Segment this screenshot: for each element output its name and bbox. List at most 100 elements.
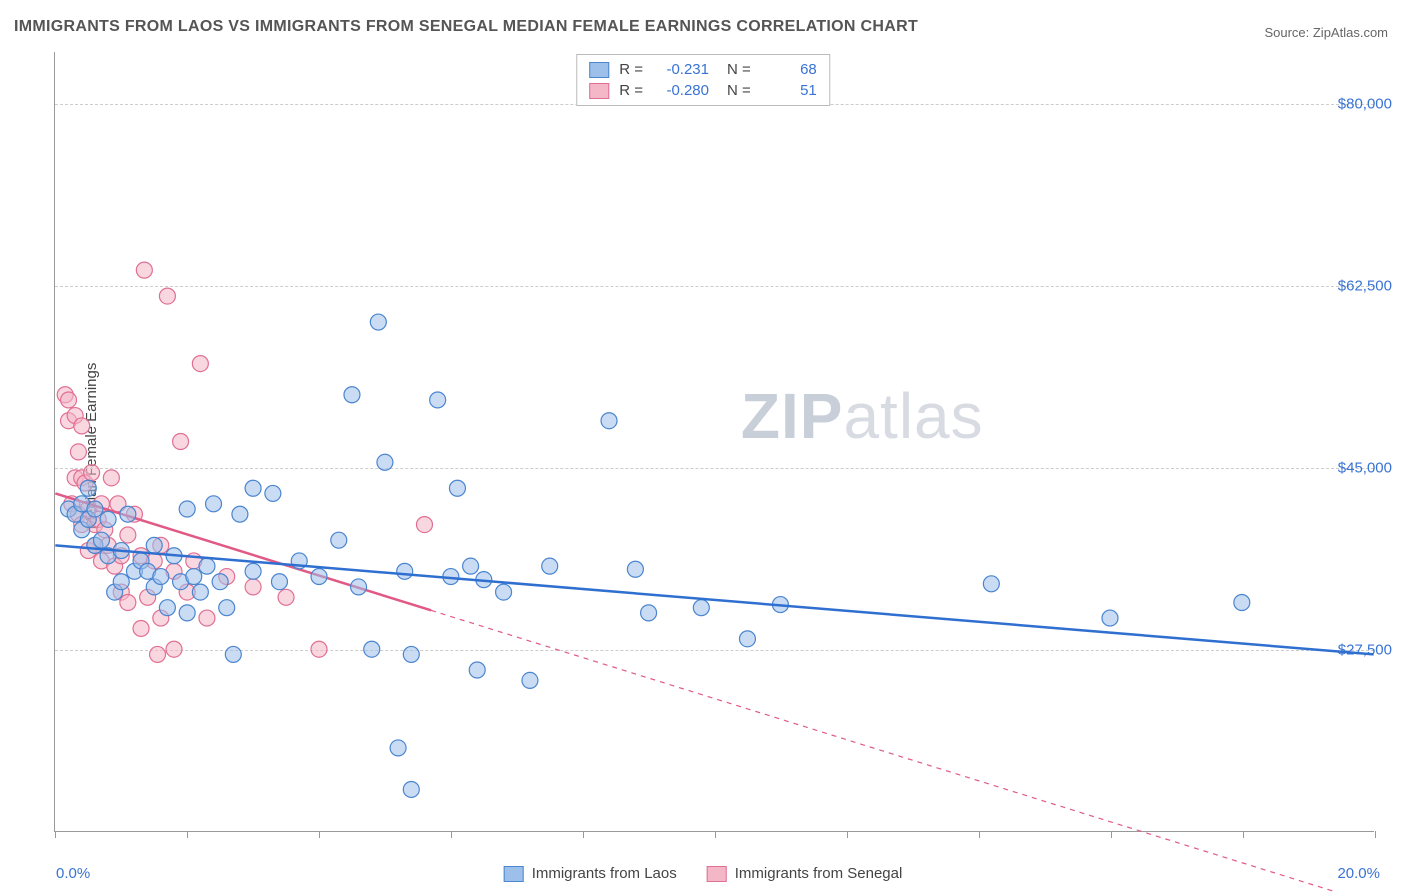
legend-item-senegal: Immigrants from Senegal (707, 865, 903, 882)
scatter-point-laos (87, 501, 103, 517)
scatter-point-laos (113, 574, 129, 590)
n-label: N = (727, 82, 751, 99)
scatter-point-laos (146, 537, 162, 553)
scatter-point-senegal (173, 434, 189, 450)
scatter-point-senegal (192, 356, 208, 372)
scatter-point-senegal (150, 646, 166, 662)
scatter-point-senegal (136, 262, 152, 278)
legend-swatch-laos (504, 866, 524, 882)
scatter-point-laos (469, 662, 485, 678)
r-value-senegal: -0.280 (653, 82, 709, 99)
source-attribution: Source: ZipAtlas.com (1264, 25, 1388, 40)
scatter-point-senegal (84, 465, 100, 481)
legend-label-laos: Immigrants from Laos (532, 865, 677, 882)
plot-area: ZIPatlas (54, 52, 1374, 832)
scatter-point-senegal (278, 589, 294, 605)
chart-title: IMMIGRANTS FROM LAOS VS IMMIGRANTS FROM … (14, 18, 918, 36)
legend-item-laos: Immigrants from Laos (504, 865, 677, 882)
legend-correlation-box: R = -0.231 N = 68 R = -0.280 N = 51 (576, 54, 830, 106)
scatter-point-senegal (245, 579, 261, 595)
scatter-point-senegal (120, 527, 136, 543)
scatter-point-senegal (199, 610, 215, 626)
scatter-point-laos (542, 558, 558, 574)
scatter-point-laos (403, 646, 419, 662)
scatter-point-laos (370, 314, 386, 330)
scatter-point-senegal (120, 595, 136, 611)
scatter-point-laos (192, 584, 208, 600)
scatter-point-laos (627, 561, 643, 577)
scatter-point-laos (245, 563, 261, 579)
x-tick (1111, 831, 1112, 838)
scatter-point-laos (496, 584, 512, 600)
scatter-point-laos (265, 485, 281, 501)
scatter-point-laos (377, 454, 393, 470)
scatter-svg (55, 52, 1374, 831)
scatter-point-laos (344, 387, 360, 403)
scatter-point-laos (120, 506, 136, 522)
scatter-point-senegal (159, 288, 175, 304)
scatter-point-laos (199, 558, 215, 574)
x-tick (319, 831, 320, 838)
scatter-point-laos (693, 600, 709, 616)
scatter-point-senegal (133, 620, 149, 636)
scatter-point-laos (80, 480, 96, 496)
scatter-point-senegal (61, 392, 77, 408)
r-label: R = (619, 61, 643, 78)
x-axis-min-label: 0.0% (56, 865, 90, 882)
scatter-point-laos (983, 576, 999, 592)
x-tick (55, 831, 56, 838)
x-tick (187, 831, 188, 838)
r-value-laos: -0.231 (653, 61, 709, 78)
scatter-point-laos (397, 563, 413, 579)
n-value-senegal: 51 (761, 82, 817, 99)
scatter-point-senegal (416, 517, 432, 533)
scatter-point-laos (351, 579, 367, 595)
scatter-point-laos (449, 480, 465, 496)
scatter-point-laos (186, 569, 202, 585)
scatter-point-laos (364, 641, 380, 657)
legend-swatch-laos (589, 62, 609, 78)
n-label: N = (727, 61, 751, 78)
scatter-point-laos (641, 605, 657, 621)
scatter-point-laos (153, 569, 169, 585)
scatter-point-senegal (70, 444, 86, 460)
legend-stat-row-laos: R = -0.231 N = 68 (589, 59, 817, 80)
scatter-point-laos (1102, 610, 1118, 626)
x-axis-max-label: 20.0% (1337, 865, 1380, 882)
scatter-point-laos (219, 600, 235, 616)
scatter-point-laos (159, 600, 175, 616)
scatter-point-laos (271, 574, 287, 590)
scatter-point-laos (522, 672, 538, 688)
scatter-point-laos (100, 511, 116, 527)
scatter-point-laos (245, 480, 261, 496)
scatter-point-laos (1234, 595, 1250, 611)
trendline-dashed-senegal (431, 610, 1374, 892)
x-tick (1243, 831, 1244, 838)
scatter-point-laos (232, 506, 248, 522)
scatter-point-laos (311, 569, 327, 585)
legend-swatch-senegal (589, 83, 609, 99)
scatter-point-laos (601, 413, 617, 429)
legend-series: Immigrants from Laos Immigrants from Sene… (504, 865, 903, 882)
x-tick (1375, 831, 1376, 838)
x-tick (451, 831, 452, 838)
scatter-point-laos (331, 532, 347, 548)
scatter-point-laos (739, 631, 755, 647)
scatter-point-laos (206, 496, 222, 512)
scatter-point-senegal (103, 470, 119, 486)
r-label: R = (619, 82, 643, 99)
scatter-point-senegal (166, 641, 182, 657)
n-value-laos: 68 (761, 61, 817, 78)
scatter-point-laos (225, 646, 241, 662)
x-tick (583, 831, 584, 838)
scatter-point-senegal (311, 641, 327, 657)
x-tick (715, 831, 716, 838)
legend-swatch-senegal (707, 866, 727, 882)
scatter-point-laos (463, 558, 479, 574)
scatter-point-laos (93, 532, 109, 548)
scatter-point-laos (179, 501, 195, 517)
scatter-point-laos (179, 605, 195, 621)
x-tick (979, 831, 980, 838)
scatter-point-laos (212, 574, 228, 590)
legend-label-senegal: Immigrants from Senegal (735, 865, 903, 882)
